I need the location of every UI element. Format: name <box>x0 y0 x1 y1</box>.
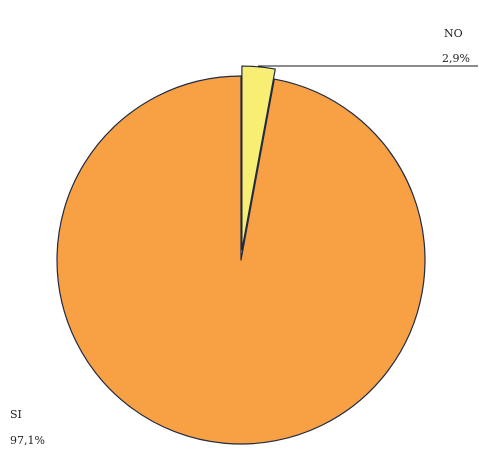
pie-slice-si <box>56 75 426 445</box>
pie-slices <box>56 65 426 445</box>
slice-value-si: 97,1% <box>10 434 45 447</box>
slice-label-si: SI <box>10 408 22 421</box>
pie-slice-no <box>241 65 276 251</box>
slice-value-no: 2,9% <box>442 52 470 65</box>
slice-label-no: NO <box>444 27 463 40</box>
